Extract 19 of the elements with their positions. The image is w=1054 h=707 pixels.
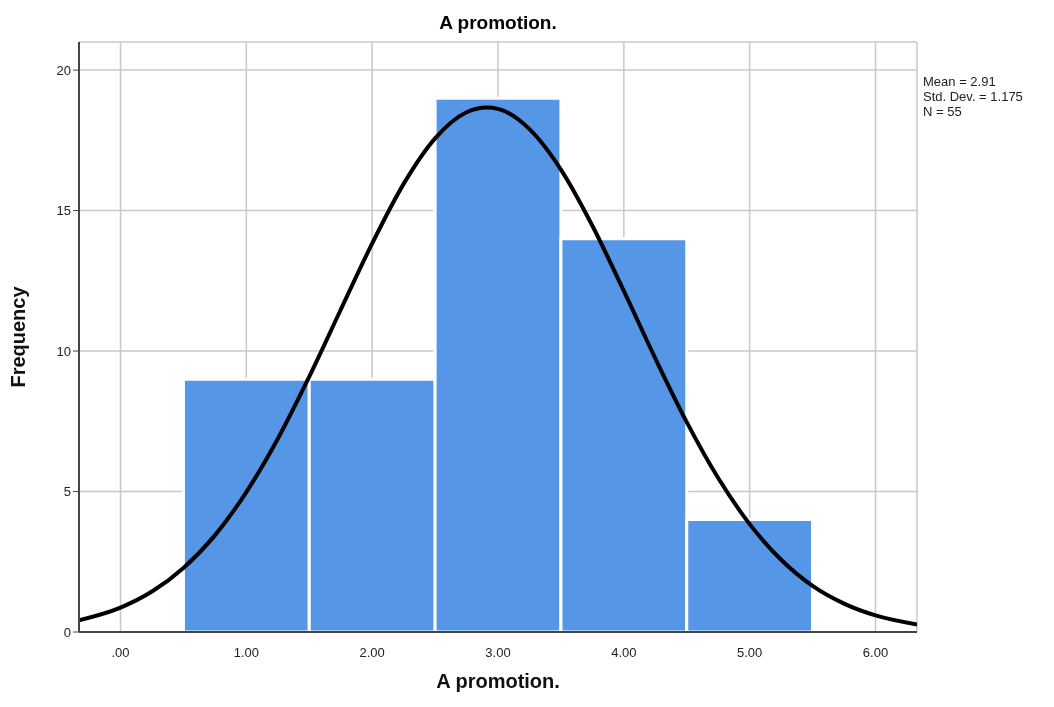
text: Std. Dev. = 1.175 [923,89,1023,104]
text: N = 55 [923,104,963,119]
x-tick-label: 2.00 [359,645,385,661]
text: Mean = 2.91 [923,74,997,89]
x-tick-label: 6.00 [862,645,889,661]
y-axis-title: Frequency [7,285,30,388]
x-axis-title: A promotion. [436,670,560,692]
line-series [79,105,917,627]
y-tick-label: 10 [56,343,71,359]
y-tick-label: 20 [56,62,71,78]
x-tick-label: 3.00 [485,645,511,661]
chart-title: A promotion. [438,12,558,34]
y-tick-label: 5 [63,484,71,500]
y-tick-label: 0 [63,624,71,640]
x-tick-label: 4.00 [611,645,637,661]
x-tick-label: 1.00 [233,645,259,661]
x-tick-label: .00 [111,645,130,661]
y-tick-label: 15 [56,203,71,219]
x-tick-label: 5.00 [737,645,763,661]
